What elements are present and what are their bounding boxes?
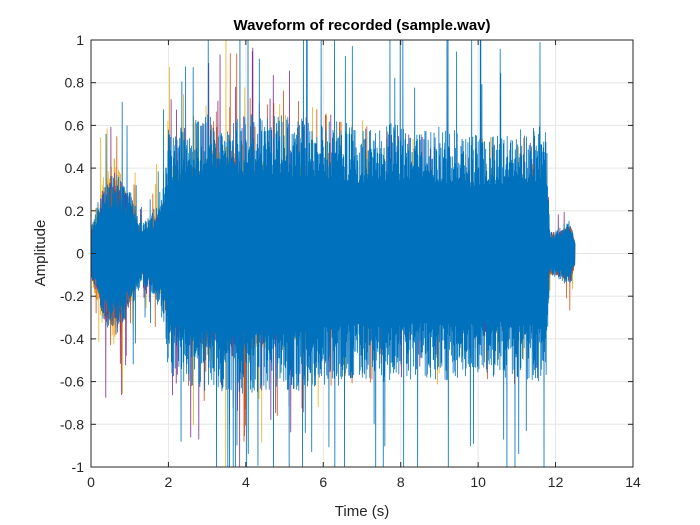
y-tick-label: -0.6 bbox=[60, 374, 84, 390]
y-tick-label: -1 bbox=[72, 459, 85, 475]
y-tick-label: 1 bbox=[76, 32, 84, 48]
x-tick-label: 4 bbox=[242, 474, 250, 490]
x-tick-label: 2 bbox=[165, 474, 173, 490]
y-tick-label: 0 bbox=[76, 246, 84, 262]
y-tick-label: 0.2 bbox=[65, 203, 85, 219]
y-tick-label: 0.4 bbox=[65, 160, 85, 176]
x-tick-label: 14 bbox=[625, 474, 641, 490]
y-axis-label: Amplitude bbox=[32, 220, 49, 287]
plot-area bbox=[91, 40, 576, 467]
x-tick-label: 12 bbox=[548, 474, 564, 490]
x-tick-label: 0 bbox=[87, 474, 95, 490]
y-tick-label: -0.8 bbox=[60, 416, 84, 432]
x-tick-label: 6 bbox=[319, 474, 327, 490]
x-tick-label: 10 bbox=[470, 474, 486, 490]
y-tick-label: 0.6 bbox=[65, 117, 85, 133]
x-axis-label: Time (s) bbox=[335, 503, 389, 520]
chart-title: Waveform of recorded (sample.wav) bbox=[233, 17, 490, 34]
y-tick-label: -0.4 bbox=[60, 331, 84, 347]
y-tick-label: 0.8 bbox=[65, 75, 85, 91]
axes bbox=[90, 39, 634, 468]
x-tick-label: 8 bbox=[397, 474, 405, 490]
y-tick-label: -0.2 bbox=[60, 288, 84, 304]
waveform-series-line bbox=[91, 40, 576, 467]
tick-labels: 0 2 4 6 8 10 12 14 -1 -0.8 -0.6 -0.4 -0.2 0 0.2 0.4 0.6 0… bbox=[60, 32, 641, 490]
